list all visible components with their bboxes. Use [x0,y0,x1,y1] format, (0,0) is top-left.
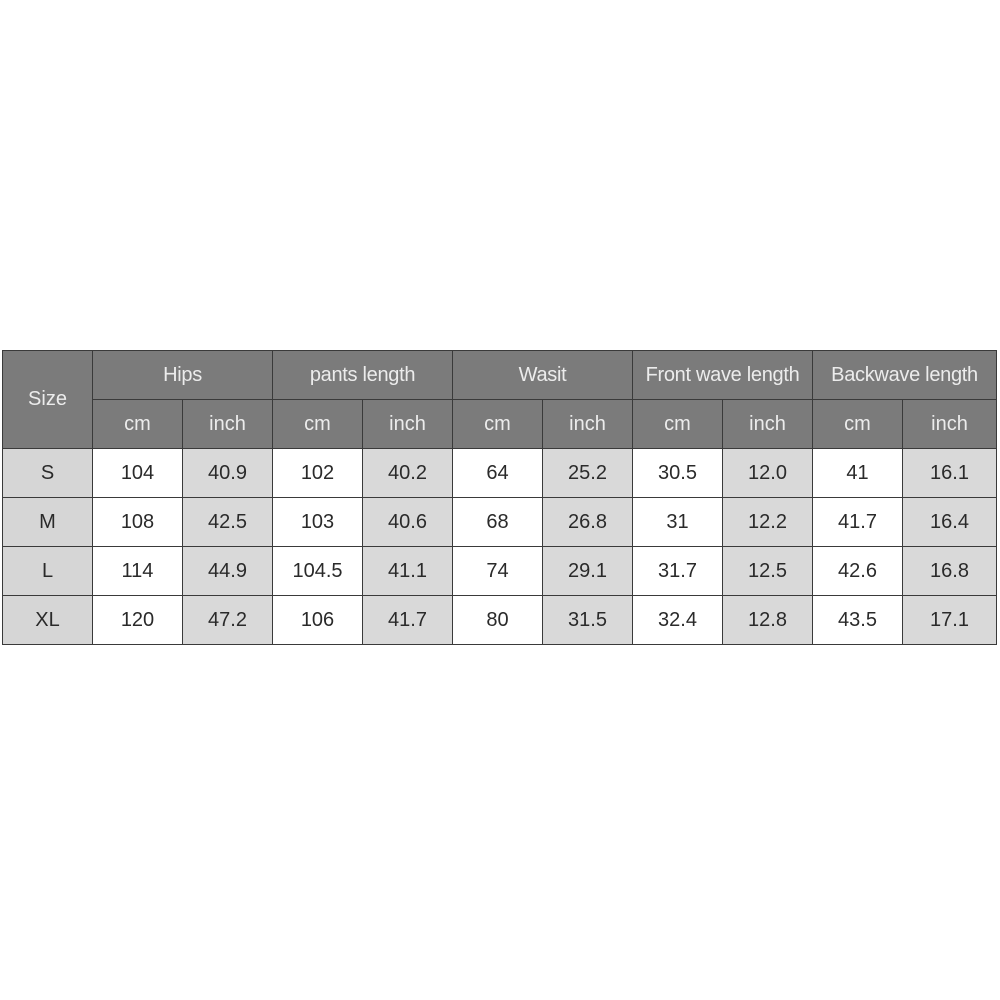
cm-value-cell: 41 [812,448,904,498]
group-header-pants-length: pants length [272,350,453,400]
cm-value-cell: 106 [272,595,363,645]
inch-value-cell: 17.1 [902,595,998,645]
inch-value-cell: 12.2 [722,497,814,547]
unit-header-cm: cm [272,399,363,449]
cm-value-cell: 31.7 [632,546,724,596]
inch-value-cell: 41.7 [362,595,453,645]
cm-value-cell: 41.7 [812,497,904,547]
cm-value-cell: 80 [452,595,543,645]
inch-value-cell: 16.1 [902,448,998,498]
unit-header-inch: inch [722,399,814,449]
inch-value-cell: 42.5 [182,497,273,547]
unit-header-inch: inch [541,399,634,449]
inch-value-cell: 40.2 [362,448,453,498]
inch-value-cell: 12.0 [722,448,814,498]
unit-header-cm: cm [92,399,183,449]
cm-value-cell: 32.4 [632,595,724,645]
unit-header-cm: cm [632,399,724,449]
inch-value-cell: 29.1 [541,546,634,596]
cm-value-cell: 30.5 [632,448,724,498]
cm-value-cell: 108 [92,497,183,547]
cm-value-cell: 103 [272,497,363,547]
inch-value-cell: 44.9 [182,546,273,596]
unit-header-row: cm inch cm inch cm inch cm inch cm inch [3,399,998,449]
group-header-row: Size Hips pants length Wasit Front wave … [2,350,998,449]
unit-header-inch: inch [362,399,453,449]
size-header: Size [2,350,93,449]
cm-value-cell: 114 [92,546,183,596]
cm-value-cell: 104.5 [272,546,363,596]
cm-value-cell: 42.6 [812,546,904,596]
unit-header-inch: inch [182,399,273,449]
cm-value-cell: 68 [452,497,543,547]
group-header-waist: Wasit [451,350,634,400]
inch-value-cell: 16.8 [902,546,998,596]
size-chart-table: Size Hips pants length Wasit Front wave … [2,350,998,645]
size-cell: L [2,546,93,596]
cm-value-cell: 31 [632,497,724,547]
cm-value-cell: 43.5 [812,595,904,645]
size-cell: XL [2,595,93,645]
inch-value-cell: 26.8 [541,497,634,547]
table-row: S 104 40.9 102 40.2 64 25.2 30.5 12.0 41 16.1 [2,448,998,498]
inch-value-cell: 47.2 [182,595,273,645]
cm-value-cell: 64 [452,448,543,498]
group-header-hips: Hips [92,350,273,400]
inch-value-cell: 12.5 [722,546,814,596]
group-header-backwave-length: Backwave length [812,350,998,400]
unit-header-cm: cm [812,399,904,449]
inch-value-cell: 40.6 [362,497,453,547]
table-row: M 108 42.5 103 40.6 68 26.8 31 12.2 41.7 16.4 [2,497,998,547]
inch-value-cell: 25.2 [541,448,634,498]
inch-value-cell: 31.5 [541,595,634,645]
inch-value-cell: 41.1 [362,546,453,596]
inch-value-cell: 40.9 [182,448,273,498]
group-header-front-wave-length: Front wave length [632,350,814,400]
inch-value-cell: 12.8 [722,595,814,645]
size-cell: S [2,448,93,498]
cm-value-cell: 74 [452,546,543,596]
size-cell: M [2,497,93,547]
cm-value-cell: 102 [272,448,363,498]
cm-value-cell: 120 [92,595,183,645]
unit-header-inch: inch [902,399,998,449]
unit-header-cm: cm [452,399,543,449]
cm-value-cell: 104 [92,448,183,498]
table-row: L 114 44.9 104.5 41.1 74 29.1 31.7 12.5 42.6 16.8 [2,546,998,596]
table-row: XL 120 47.2 106 41.7 80 31.5 32.4 12.8 43.5 17.1 [2,595,998,645]
inch-value-cell: 16.4 [902,497,998,547]
